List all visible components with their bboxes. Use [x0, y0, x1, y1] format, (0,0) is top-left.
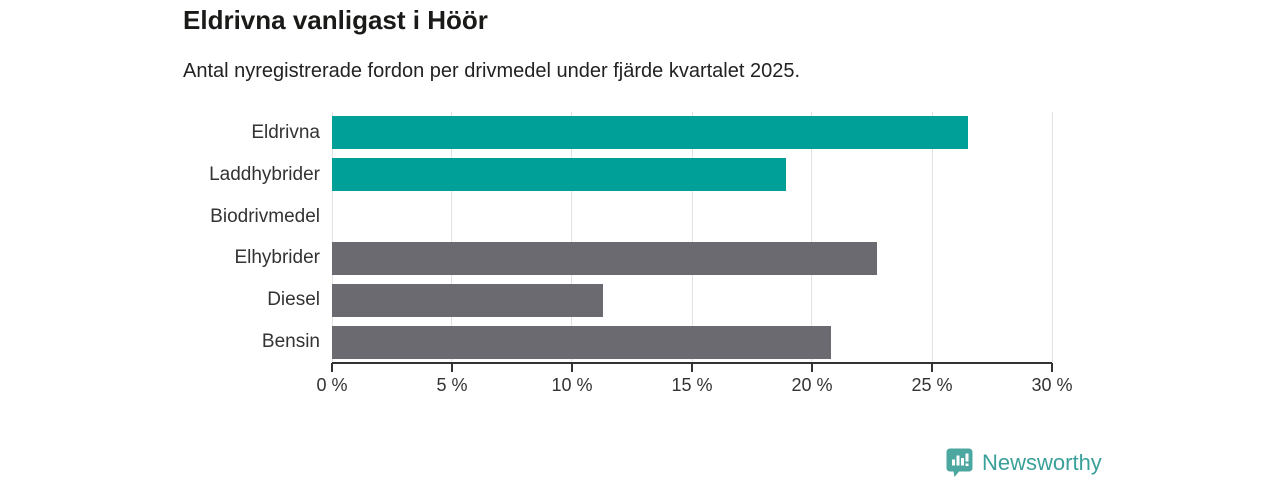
x-axis-tick-label: 0 % — [316, 375, 348, 395]
x-axis-tick — [331, 363, 333, 372]
gridline — [931, 112, 933, 363]
gridline — [1051, 112, 1053, 363]
category-label: Elhybrider — [234, 247, 320, 269]
gridline — [331, 112, 333, 363]
x-axis-tick-label: 10 % — [551, 375, 593, 395]
chart-title: Eldrivna vanligast i Höör — [183, 5, 488, 35]
category-label: Bensin — [261, 331, 320, 353]
x-axis-tick — [931, 363, 933, 372]
x-axis-tick — [571, 363, 573, 372]
gridline — [811, 112, 813, 363]
category-label: Biodrivmedel — [210, 205, 320, 227]
x-axis-tick-label: 5 % — [436, 375, 468, 395]
newsworthy-logo-icon — [946, 448, 973, 478]
bar-laddhybrider — [332, 158, 786, 192]
newsworthy-logo-text: Newsworthy — [982, 450, 1102, 475]
x-axis-tick — [451, 363, 453, 372]
x-axis-tick-label: 15 % — [671, 375, 713, 395]
category-labels: Eldrivna Laddhybrider Biodrivmedel Elhybrid… — [0, 112, 320, 363]
plot-area: 0 % 5 % 10 % 15 % 20 % 25 % 30 % — [316, 112, 1073, 395]
x-axis-tick-label: 30 % — [1031, 375, 1073, 395]
bar-eldrivna — [332, 116, 968, 150]
chart-subtitle: Antal nyregistrerade fordon per drivmede… — [183, 60, 801, 82]
gridline — [571, 112, 573, 363]
gridline — [691, 112, 693, 363]
category-label: Diesel — [267, 289, 320, 311]
x-axis-tick — [811, 363, 813, 372]
x-axis-tick-label: 25 % — [911, 375, 953, 395]
bar-elhybrider — [332, 241, 877, 275]
x-axis-tick-label: 20 % — [791, 375, 833, 395]
x-axis-tick — [1051, 363, 1053, 372]
category-label: Eldrivna — [251, 121, 320, 143]
bar-diesel — [332, 283, 604, 317]
category-label: Laddhybrider — [209, 163, 320, 185]
brand-footer: Newsworthy — [946, 447, 1102, 479]
gridline — [451, 112, 453, 363]
bar-bensin — [332, 325, 832, 359]
x-axis-tick — [691, 363, 693, 372]
